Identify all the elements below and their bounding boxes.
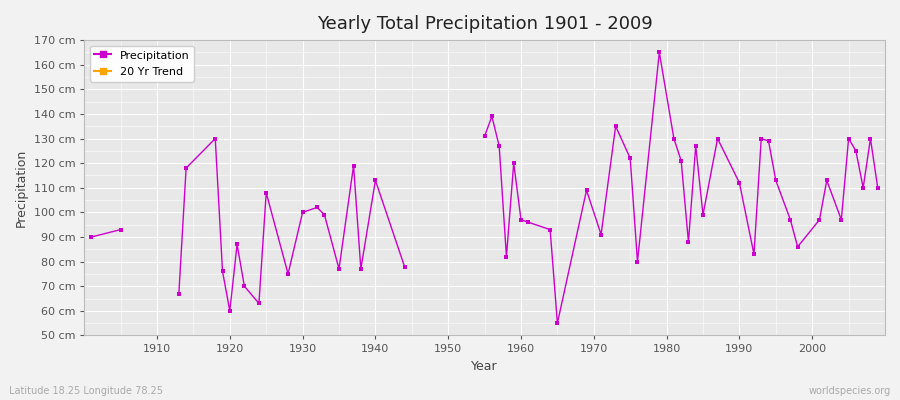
Legend: Precipitation, 20 Yr Trend: Precipitation, 20 Yr Trend <box>90 46 194 82</box>
Title: Yearly Total Precipitation 1901 - 2009: Yearly Total Precipitation 1901 - 2009 <box>317 15 652 33</box>
Text: worldspecies.org: worldspecies.org <box>809 386 891 396</box>
Y-axis label: Precipitation: Precipitation <box>15 149 28 227</box>
X-axis label: Year: Year <box>472 360 498 373</box>
Text: Latitude 18.25 Longitude 78.25: Latitude 18.25 Longitude 78.25 <box>9 386 163 396</box>
